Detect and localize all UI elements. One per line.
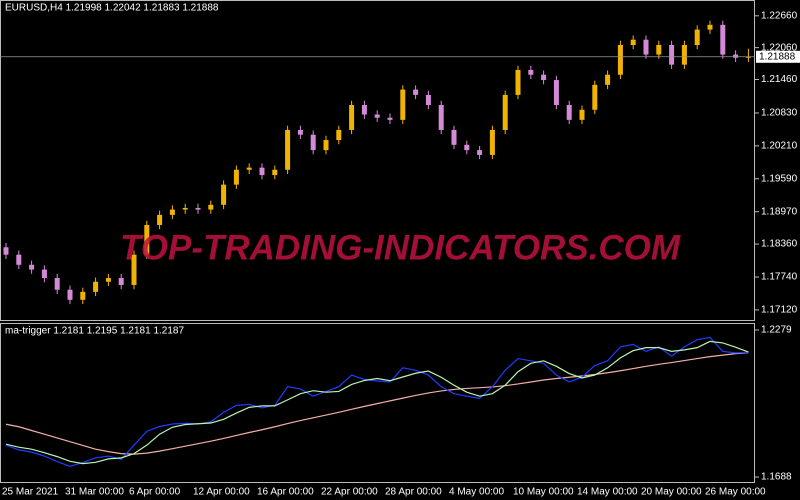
indicator-line <box>5 340 749 465</box>
candle-body <box>297 129 303 135</box>
y-tick-label: 1.21460 <box>761 74 798 85</box>
candle-body <box>656 45 662 55</box>
x-tick-label: 31 Mar 00:00 <box>65 487 124 498</box>
candle-body <box>592 84 598 110</box>
x-tick-label: 6 Apr 00:00 <box>129 487 181 498</box>
candle-body <box>246 167 252 170</box>
x-tick-label: 28 Apr 00:00 <box>385 487 442 498</box>
candle-body <box>195 207 201 210</box>
candle-body <box>54 278 60 290</box>
candle-body <box>208 204 214 210</box>
candle-body <box>118 278 124 285</box>
x-tick-label: 20 May 00:00 <box>641 487 702 498</box>
candle-body <box>515 69 521 95</box>
candle-body <box>361 104 367 115</box>
candle-body <box>336 129 342 141</box>
x-tick-label: 4 May 00:00 <box>449 487 504 498</box>
candle-body <box>272 169 278 176</box>
candle-body <box>323 140 329 151</box>
candle-body <box>489 129 495 155</box>
candle-body <box>144 224 150 255</box>
candle-body <box>451 129 457 145</box>
candle-body <box>41 269 47 279</box>
candle-body <box>80 291 86 300</box>
y-tick-label: 1.22060 <box>761 42 798 53</box>
x-tick-label: 14 May 00:00 <box>577 487 638 498</box>
candle-body <box>643 39 649 55</box>
candle-body <box>400 89 406 120</box>
x-tick-label: 12 Apr 00:00 <box>193 487 250 498</box>
watermark: TOP-TRADING-INDICATORS.COM <box>120 228 681 267</box>
candle-body <box>617 45 623 75</box>
y-tick-label: 1.2279 <box>761 325 792 336</box>
x-tick-label: 22 Apr 00:00 <box>321 487 378 498</box>
candle-body <box>438 104 444 130</box>
y-tick-label: 1.20210 <box>761 141 798 152</box>
candle-body <box>29 264 35 270</box>
candle-body <box>105 278 111 282</box>
candle-body <box>67 289 73 300</box>
y-tick-label: 1.20830 <box>761 108 798 119</box>
indicator-line <box>5 336 749 467</box>
last-price-label: 1.21888 <box>759 51 796 62</box>
candle-body <box>157 214 163 225</box>
y-tick-label: 1.22660 <box>761 10 798 21</box>
candle-body <box>233 169 239 185</box>
candle-body <box>16 254 22 265</box>
y-tick-label: 1.17740 <box>761 272 798 283</box>
candle-body <box>502 94 508 130</box>
main-panel-frame <box>0 0 755 321</box>
y-tick-label: 1.18970 <box>761 206 798 217</box>
candle-body <box>477 150 483 155</box>
candle-body <box>131 254 137 285</box>
candle-body <box>182 207 188 210</box>
candle-body <box>566 104 572 120</box>
x-tick-label: 25 Mar 2021 <box>2 487 59 498</box>
candle-body <box>669 45 675 65</box>
candle-body <box>541 74 547 81</box>
candle-body <box>720 24 726 55</box>
candle-body <box>310 134 316 151</box>
last-price-box <box>756 50 800 63</box>
candle-body <box>425 94 431 105</box>
candle-body <box>387 117 393 120</box>
y-tick-label: 1.17120 <box>761 305 798 316</box>
y-tick-label: 1.19590 <box>761 173 798 184</box>
main-title: EURUSD,H4 1.21998 1.22042 1.21883 1.2188… <box>5 3 219 14</box>
candle-body <box>374 114 380 118</box>
indicator-line <box>5 352 749 455</box>
candle-body <box>745 56 751 58</box>
candle-body <box>579 109 585 120</box>
candle-body <box>221 184 227 205</box>
candle-body <box>169 209 175 215</box>
candle-body <box>413 89 419 95</box>
x-tick-label: 10 May 00:00 <box>513 487 574 498</box>
y-tick-label: 1.1688 <box>761 472 792 483</box>
indicator-panel-frame <box>0 323 755 483</box>
candle-body <box>93 281 99 292</box>
candle-body <box>694 29 700 46</box>
candle-body <box>553 80 559 105</box>
candle-body <box>528 69 534 75</box>
candle-body <box>464 144 470 151</box>
y-tick-label: 1.18360 <box>761 239 798 250</box>
candle-body <box>605 74 611 85</box>
candle-body <box>733 54 739 58</box>
x-tick-label: 26 May 00:00 <box>705 487 766 498</box>
candle-body <box>630 39 636 46</box>
candle-body <box>3 247 9 255</box>
x-tick-label: 16 Apr 00:00 <box>257 487 314 498</box>
candle-body <box>285 129 291 170</box>
candle-body <box>259 167 265 176</box>
indicator-title: ma-trigger 1.2181 1.2195 1.2181 1.2187 <box>5 326 184 337</box>
candle-body <box>707 24 713 30</box>
candle-body <box>349 104 355 130</box>
candle-body <box>681 45 687 65</box>
